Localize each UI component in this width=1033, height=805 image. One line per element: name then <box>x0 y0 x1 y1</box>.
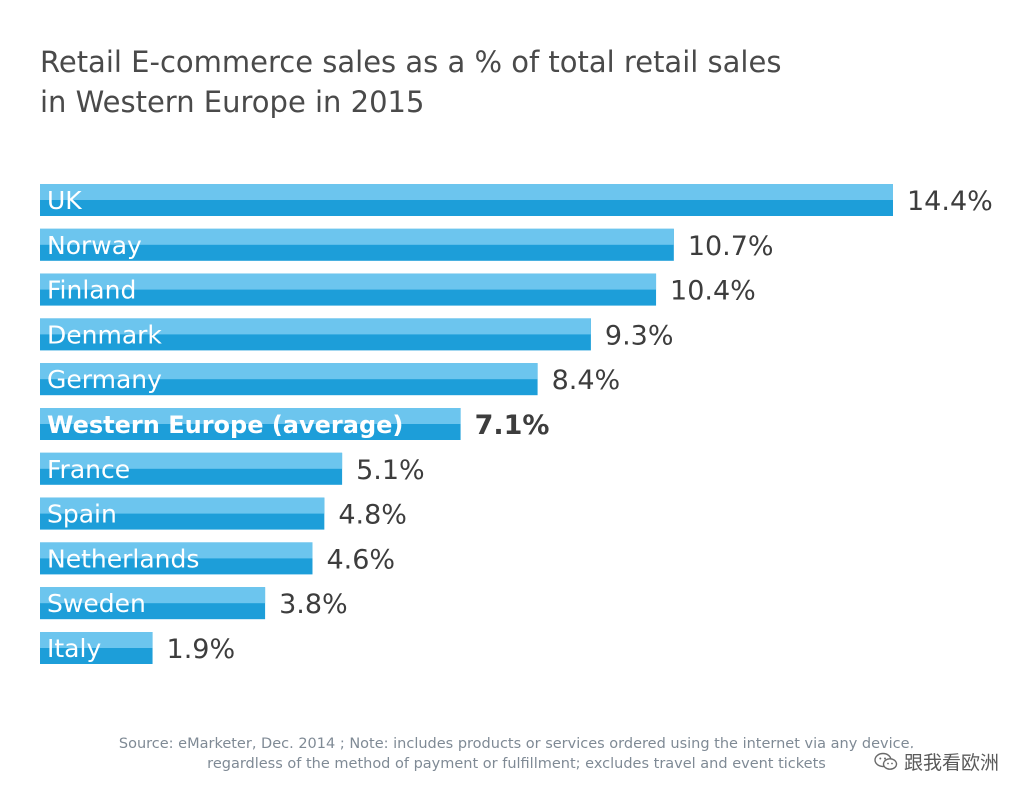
chart-title-line-1: Retail E-commerce sales as a % of total … <box>40 45 782 79</box>
category-label-western-europe-average: Western Europe (average) <box>47 411 403 439</box>
watermark: 跟我看欧洲 <box>869 748 1003 775</box>
bar-highlight-denmark <box>40 318 591 335</box>
category-label-sweden: Sweden <box>47 589 146 618</box>
source-note-line-1: Source: eMarketer, Dec. 2014 ; Note: inc… <box>118 736 915 752</box>
bar-highlight-germany <box>40 363 538 380</box>
value-label-france: 5.1% <box>356 455 425 486</box>
value-label-germany: 8.4% <box>552 365 621 396</box>
value-label-sweden: 3.8% <box>279 589 348 620</box>
category-label-netherlands: Netherlands <box>47 544 199 573</box>
bar-chart: UK 14.4% Norway 10.7% Finland 10.4% Denmark 9.3… <box>40 184 993 665</box>
value-label-netherlands: 4.6% <box>326 544 395 575</box>
category-label-germany: Germany <box>47 365 162 394</box>
category-label-denmark: Denmark <box>47 320 162 349</box>
wechat-icon <box>874 752 898 770</box>
bar-highlight-spain <box>40 497 325 514</box>
category-label-norway: Norway <box>47 231 142 260</box>
source-note-line-2: regardless of the method of payment or f… <box>207 756 826 772</box>
chart-title: Retail E-commerce sales as a % of total … <box>40 42 940 122</box>
value-label-italy: 1.9% <box>167 634 236 665</box>
category-label-spain: Spain <box>47 500 117 529</box>
chart-title-line-2: in Western Europe in 2015 <box>40 85 425 119</box>
category-label-finland: Finland <box>47 276 136 305</box>
category-label-uk: UK <box>47 186 82 215</box>
bar-highlight-france <box>40 452 343 469</box>
bar-highlight-uk <box>40 184 893 200</box>
bar-highlight-finland <box>40 273 657 290</box>
value-label-uk: 14.4% <box>907 186 993 217</box>
bar-highlight-norway <box>40 228 674 245</box>
category-label-italy: Italy <box>47 634 101 663</box>
category-label-france: France <box>47 455 130 484</box>
bar-highlight-italy <box>40 632 153 648</box>
bar-highlight-western-europe-average <box>40 408 461 424</box>
value-label-norway: 10.7% <box>688 231 774 262</box>
value-label-denmark: 9.3% <box>605 320 674 351</box>
value-label-finland: 10.4% <box>670 276 756 307</box>
value-label-western-europe-average: 7.1% <box>475 410 550 441</box>
bar-highlight-sweden <box>40 587 266 604</box>
bar-highlight-netherlands <box>40 542 313 559</box>
watermark-text: 跟我看欧洲 <box>903 752 999 774</box>
value-label-spain: 4.8% <box>338 500 407 531</box>
